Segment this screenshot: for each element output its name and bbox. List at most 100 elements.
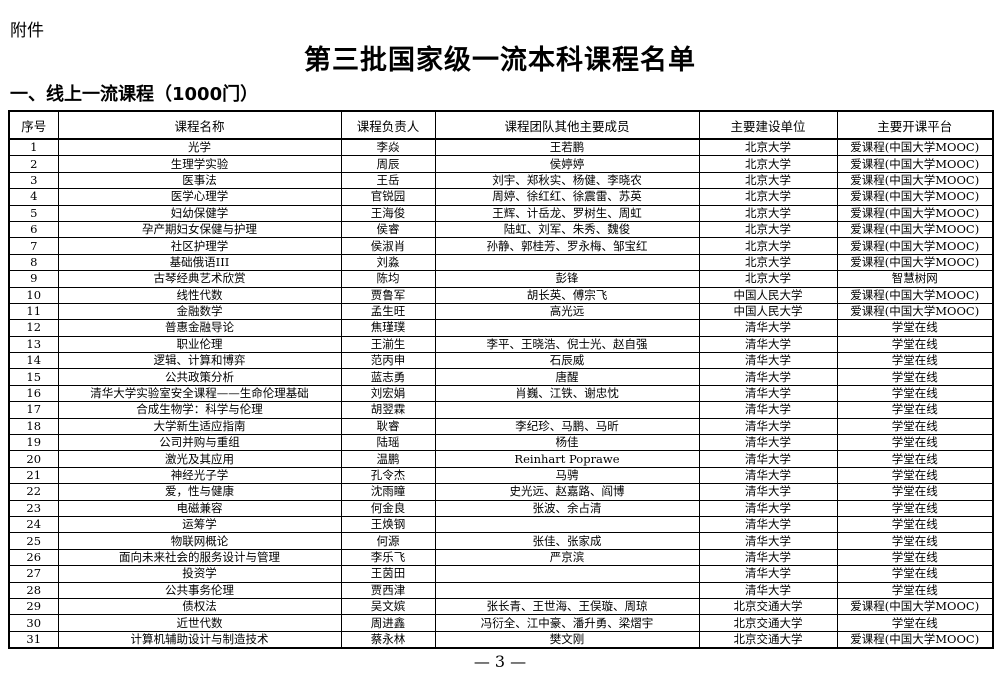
cell-team-members bbox=[434, 565, 700, 583]
cell-institution: 清华大学 bbox=[698, 384, 838, 403]
table-row: 5 妇幼保健学 王海俊 王辉、计岳龙、罗树生、周虹 北京大学 爱课程(中国大学MOOC) bbox=[8, 204, 994, 222]
cell-platform: 学堂在线 bbox=[836, 466, 994, 485]
cell-course-lead: 刘宏娟 bbox=[340, 384, 436, 403]
cell-institution: 中国人民大学 bbox=[698, 286, 838, 304]
cell-course-lead: 李乐飞 bbox=[340, 548, 436, 567]
cell-course-name: 基础俄语III bbox=[57, 253, 342, 272]
cell-index: 23 bbox=[8, 499, 59, 517]
cell-team-members: 王辉、计岳龙、罗树生、周虹 bbox=[434, 204, 700, 222]
table-row: 10 线性代数 贾鲁军 胡长英、傅宗飞 中国人民大学 爱课程(中国大学MOOC) bbox=[8, 286, 994, 304]
cell-course-lead: 耿睿 bbox=[340, 417, 436, 436]
cell-course-name: 大学新生适应指南 bbox=[57, 417, 342, 436]
table-row: 30 近世代数 周进鑫 冯衍全、江中豪、潘升勇、梁熠宇 北京交通大学 学堂在线 bbox=[8, 614, 994, 632]
cell-index: 30 bbox=[8, 614, 59, 632]
table-row: 15 公共政策分析 蓝志勇 唐醒 清华大学 学堂在线 bbox=[8, 368, 994, 386]
cell-course-lead: 何金良 bbox=[340, 499, 436, 517]
cell-index: 11 bbox=[8, 302, 59, 321]
cell-index: 1 bbox=[8, 138, 59, 157]
cell-institution: 北京大学 bbox=[698, 220, 838, 239]
cell-course-lead: 孟生旺 bbox=[340, 302, 436, 321]
cell-course-lead: 贾西津 bbox=[340, 581, 436, 599]
cell-index: 14 bbox=[8, 352, 59, 370]
cell-course-name: 物联网概论 bbox=[57, 532, 342, 550]
cell-course-lead: 蔡永林 bbox=[340, 630, 436, 649]
cell-platform: 爱课程(中国大学MOOC) bbox=[836, 630, 994, 649]
cell-team-members: 胡长英、傅宗飞 bbox=[434, 286, 700, 304]
cell-institution: 清华大学 bbox=[698, 352, 838, 370]
cell-course-lead: 侯睿 bbox=[340, 220, 436, 239]
cell-platform: 学堂在线 bbox=[836, 581, 994, 599]
cell-institution: 清华大学 bbox=[698, 499, 838, 517]
table-row: 25 物联网概论 何源 张佳、张家成 清华大学 学堂在线 bbox=[8, 532, 994, 550]
cell-course-lead: 贾鲁军 bbox=[340, 286, 436, 304]
cell-course-name: 神经光子学 bbox=[57, 466, 342, 485]
cell-course-lead: 沈雨瞳 bbox=[340, 483, 436, 501]
table-row: 22 爱，性与健康 沈雨瞳 史光远、赵嘉路、阎博 清华大学 学堂在线 bbox=[8, 483, 994, 501]
cell-course-name: 线性代数 bbox=[57, 286, 342, 304]
cell-institution: 清华大学 bbox=[698, 450, 838, 468]
table-row: 26 面向未来社会的服务设计与管理 李乐飞 严京滨 清华大学 学堂在线 bbox=[8, 548, 994, 567]
cell-platform: 爱课程(中国大学MOOC) bbox=[836, 155, 994, 173]
cell-team-members: 侯婷婷 bbox=[434, 155, 700, 173]
table-row: 8 基础俄语III 刘淼 北京大学 爱课程(中国大学MOOC) bbox=[8, 253, 994, 272]
cell-institution: 北京大学 bbox=[698, 155, 838, 173]
cell-platform: 学堂在线 bbox=[836, 417, 994, 436]
cell-team-members: 石辰威 bbox=[434, 352, 700, 370]
table-row: 4 医学心理学 官锐园 周婷、徐红红、徐震雷、苏英 北京大学 爱课程(中国大学MOOC) bbox=[8, 188, 994, 206]
cell-index: 22 bbox=[8, 483, 59, 501]
cell-team-members: 高光远 bbox=[434, 302, 700, 321]
cell-institution: 清华大学 bbox=[698, 434, 838, 452]
cell-team-members: 杨佳 bbox=[434, 434, 700, 452]
cell-index: 28 bbox=[8, 581, 59, 599]
cell-index: 9 bbox=[8, 270, 59, 288]
cell-course-lead: 李焱 bbox=[340, 138, 436, 157]
cell-course-lead: 温鹏 bbox=[340, 450, 436, 468]
cell-team-members: 周婷、徐红红、徐震雷、苏英 bbox=[434, 188, 700, 206]
cell-team-members: 樊文刚 bbox=[434, 630, 700, 649]
cell-course-name: 激光及其应用 bbox=[57, 450, 342, 468]
cell-platform: 智慧树网 bbox=[836, 270, 994, 288]
column-header-course-name: 课程名称 bbox=[57, 110, 342, 140]
cell-course-name: 面向未来社会的服务设计与管理 bbox=[57, 548, 342, 567]
cell-platform: 学堂在线 bbox=[836, 565, 994, 583]
cell-platform: 爱课程(中国大学MOOC) bbox=[836, 237, 994, 255]
cell-course-lead: 吴文嫔 bbox=[340, 597, 436, 616]
cell-institution: 清华大学 bbox=[698, 515, 838, 534]
cell-platform: 爱课程(中国大学MOOC) bbox=[836, 286, 994, 304]
cell-institution: 北京大学 bbox=[698, 253, 838, 272]
table-row: 20 激光及其应用 温鹏 Reinhart Poprawe 清华大学 学堂在线 bbox=[8, 450, 994, 468]
cell-platform: 爱课程(中国大学MOOC) bbox=[836, 188, 994, 206]
cell-team-members bbox=[434, 319, 700, 337]
cell-course-lead: 王湔生 bbox=[340, 335, 436, 354]
table-row: 31 计算机辅助设计与制造技术 蔡永林 樊文刚 北京交通大学 爱课程(中国大学MOOC) bbox=[8, 630, 994, 649]
cell-course-name: 公司并购与重组 bbox=[57, 434, 342, 452]
cell-course-lead: 官锐园 bbox=[340, 188, 436, 206]
cell-index: 16 bbox=[8, 384, 59, 403]
cell-course-name: 社区护理学 bbox=[57, 237, 342, 255]
cell-index: 20 bbox=[8, 450, 59, 468]
cell-platform: 学堂在线 bbox=[836, 483, 994, 501]
cell-course-lead: 陈均 bbox=[340, 270, 436, 288]
cell-institution: 清华大学 bbox=[698, 335, 838, 354]
cell-institution: 清华大学 bbox=[698, 548, 838, 567]
cell-team-members: 刘宇、郑秋实、杨健、李晓农 bbox=[434, 171, 700, 190]
cell-institution: 清华大学 bbox=[698, 368, 838, 386]
cell-team-members: 马骋 bbox=[434, 466, 700, 485]
cell-course-name: 妇幼保健学 bbox=[57, 204, 342, 222]
cell-platform: 爱课程(中国大学MOOC) bbox=[836, 597, 994, 616]
cell-course-lead: 王焕钢 bbox=[340, 515, 436, 534]
cell-platform: 学堂在线 bbox=[836, 499, 994, 517]
table-row: 28 公共事务伦理 贾西津 清华大学 学堂在线 bbox=[8, 581, 994, 599]
cell-platform: 学堂在线 bbox=[836, 401, 994, 419]
table-row: 2 生理学实验 周辰 侯婷婷 北京大学 爱课程(中国大学MOOC) bbox=[8, 155, 994, 173]
cell-platform: 爱课程(中国大学MOOC) bbox=[836, 220, 994, 239]
cell-institution: 北京大学 bbox=[698, 171, 838, 190]
cell-institution: 北京交通大学 bbox=[698, 630, 838, 649]
table-row: 9 古琴经典艺术欣赏 陈均 彭锋 北京大学 智慧树网 bbox=[8, 270, 994, 288]
cell-institution: 清华大学 bbox=[698, 581, 838, 599]
cell-course-name: 债权法 bbox=[57, 597, 342, 616]
cell-index: 3 bbox=[8, 171, 59, 190]
cell-team-members: 王若鹏 bbox=[434, 138, 700, 157]
cell-course-lead: 焦瑾璞 bbox=[340, 319, 436, 337]
cell-platform: 学堂在线 bbox=[836, 368, 994, 386]
